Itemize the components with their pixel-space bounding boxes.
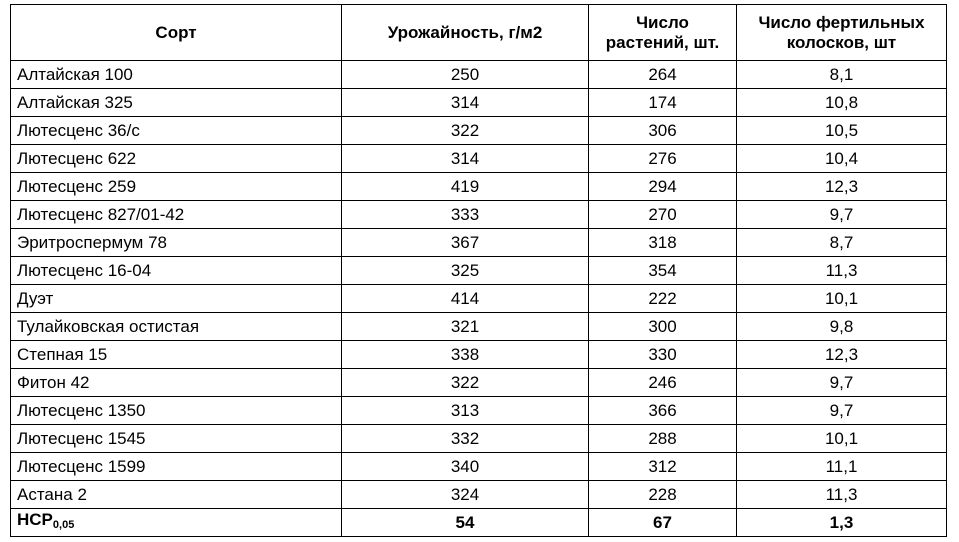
header-plants: Число растений, шт. (588, 4, 737, 61)
cell-yield: 314 (341, 88, 589, 117)
cell-variety: Дуэт (10, 284, 342, 313)
table-row: Лютесценс 622 314 276 10,4 (10, 144, 947, 173)
cell-spikes: 12,3 (736, 340, 947, 369)
cell-variety: Степная 15 (10, 340, 342, 369)
total-yield: 54 (341, 508, 589, 537)
cell-variety: Алтайская 325 (10, 88, 342, 117)
cell-plants: 294 (588, 172, 737, 201)
cell-yield: 419 (341, 172, 589, 201)
cell-variety: Лютесценс 1545 (10, 424, 342, 453)
cell-yield: 322 (341, 368, 589, 397)
cell-spikes: 9,7 (736, 368, 947, 397)
header-spikes: Число фертильных колосков, шт (736, 4, 947, 61)
cell-plants: 288 (588, 424, 737, 453)
table-row: Лютесценс 1545 332 288 10,1 (10, 424, 947, 453)
cell-yield: 367 (341, 228, 589, 257)
cell-variety: Лютесценс 1599 (10, 452, 342, 481)
cell-variety: Эритроспермум 78 (10, 228, 342, 257)
cell-yield: 414 (341, 284, 589, 313)
cell-plants: 306 (588, 116, 737, 145)
cell-plants: 354 (588, 256, 737, 285)
table-row: Дуэт 414 222 10,1 (10, 284, 947, 313)
table-row: Тулайковская остистая 321 300 9,8 (10, 312, 947, 341)
cell-plants: 312 (588, 452, 737, 481)
table-row: Лютесценс 259 419 294 12,3 (10, 172, 947, 201)
cell-spikes: 10,5 (736, 116, 947, 145)
table-row: Астана 2 324 228 11,3 (10, 480, 947, 509)
header-variety: Сорт (10, 4, 342, 61)
cell-variety: Астана 2 (10, 480, 342, 509)
cell-plants: 222 (588, 284, 737, 313)
cell-yield: 333 (341, 200, 589, 229)
cell-spikes: 12,3 (736, 172, 947, 201)
header-row: Сорт Урожайность, г/м2 Число растений, ш… (10, 4, 947, 61)
cell-variety: Лютесценс 827/01-42 (10, 200, 342, 229)
cell-yield: 332 (341, 424, 589, 453)
cell-plants: 318 (588, 228, 737, 257)
table-row: Алтайская 100 250 264 8,1 (10, 60, 947, 89)
cell-variety: Лютесценс 1350 (10, 396, 342, 425)
cell-variety: Тулайковская остистая (10, 312, 342, 341)
table-row: Эритроспермум 78 367 318 8,7 (10, 228, 947, 257)
table-row: Лютесценс 1599 340 312 11,1 (10, 452, 947, 481)
cell-spikes: 8,7 (736, 228, 947, 257)
cell-yield: 314 (341, 144, 589, 173)
cell-spikes: 11,1 (736, 452, 947, 481)
cell-yield: 321 (341, 312, 589, 341)
table-row: Лютесценс 827/01-42 333 270 9,7 (10, 200, 947, 229)
cell-plants: 174 (588, 88, 737, 117)
cell-variety: Алтайская 100 (10, 60, 342, 89)
cell-yield: 322 (341, 116, 589, 145)
total-label-text: НСР (17, 510, 53, 529)
table-row: Лютесценс 1350 313 366 9,7 (10, 396, 947, 425)
cell-spikes: 9,7 (736, 200, 947, 229)
cell-plants: 228 (588, 480, 737, 509)
table-row: Фитон 42 322 246 9,7 (10, 368, 947, 397)
table-container: Сорт Урожайность, г/м2 Число растений, ш… (10, 4, 947, 537)
variety-table: Сорт Урожайность, г/м2 Число растений, ш… (10, 4, 947, 537)
cell-plants: 270 (588, 200, 737, 229)
total-plants: 67 (588, 508, 737, 537)
cell-spikes: 9,8 (736, 312, 947, 341)
cell-variety: Лютесценс 259 (10, 172, 342, 201)
cell-spikes: 9,7 (736, 396, 947, 425)
cell-plants: 300 (588, 312, 737, 341)
table-row: Алтайская 325 314 174 10,8 (10, 88, 947, 117)
cell-spikes: 8,1 (736, 60, 947, 89)
cell-variety: Фитон 42 (10, 368, 342, 397)
cell-plants: 330 (588, 340, 737, 369)
total-row: НСР0,05 54 67 1,3 (10, 508, 947, 537)
total-label-subscript: 0,05 (52, 519, 75, 531)
cell-spikes: 10,4 (736, 144, 947, 173)
cell-plants: 276 (588, 144, 737, 173)
cell-yield: 338 (341, 340, 589, 369)
total-spikes: 1,3 (736, 508, 947, 537)
cell-yield: 325 (341, 256, 589, 285)
cell-spikes: 10,1 (736, 284, 947, 313)
cell-spikes: 11,3 (736, 480, 947, 509)
cell-variety: Лютесценс 16-04 (10, 256, 342, 285)
table-row: Степная 15 338 330 12,3 (10, 340, 947, 369)
cell-spikes: 11,3 (736, 256, 947, 285)
cell-plants: 366 (588, 396, 737, 425)
cell-yield: 313 (341, 396, 589, 425)
cell-variety: Лютесценс 36/с (10, 116, 342, 145)
header-yield: Урожайность, г/м2 (341, 4, 589, 61)
cell-plants: 264 (588, 60, 737, 89)
cell-spikes: 10,8 (736, 88, 947, 117)
cell-spikes: 10,1 (736, 424, 947, 453)
cell-yield: 250 (341, 60, 589, 89)
cell-yield: 324 (341, 480, 589, 509)
total-label: НСР0,05 (10, 508, 342, 537)
cell-plants: 246 (588, 368, 737, 397)
cell-variety: Лютесценс 622 (10, 144, 342, 173)
table-row: Лютесценс 36/с 322 306 10,5 (10, 116, 947, 145)
table-row: Лютесценс 16-04 325 354 11,3 (10, 256, 947, 285)
cell-yield: 340 (341, 452, 589, 481)
